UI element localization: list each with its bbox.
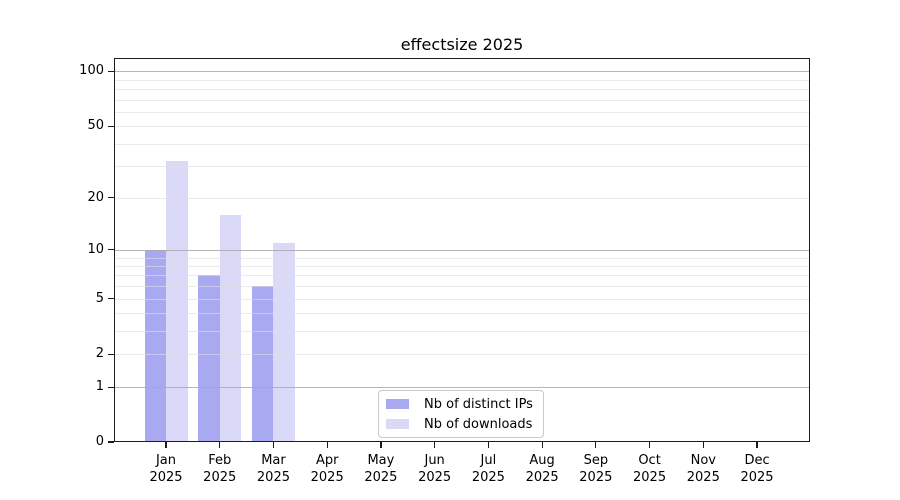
x-tick-mark — [380, 442, 382, 448]
minor-gridline — [115, 257, 809, 259]
x-tick-mark — [272, 442, 275, 448]
legend-swatch-downloads — [386, 419, 409, 429]
x-tick-label: Aug 2025 — [525, 453, 559, 485]
x-tick-mark — [541, 442, 543, 448]
minor-gridline — [115, 88, 809, 90]
minor-gridline — [115, 265, 809, 267]
y-tick-mark — [108, 441, 114, 443]
minor-gridline — [115, 126, 809, 128]
x-tick-label: Oct 2025 — [633, 453, 667, 485]
minor-gridline — [115, 286, 809, 288]
major-gridline — [115, 387, 809, 389]
x-tick-mark — [648, 442, 651, 448]
bar-downloads — [219, 214, 242, 442]
minor-gridline — [115, 354, 809, 356]
y-tick-label: 0 — [95, 434, 104, 449]
x-tick-label: Mar 2025 — [256, 453, 290, 485]
minor-gridline — [115, 143, 809, 145]
y-tick-mark — [108, 125, 114, 127]
x-tick-label: Sep 2025 — [579, 453, 613, 485]
major-gridline — [115, 249, 809, 251]
y-tick-label: 2 — [95, 346, 104, 362]
minor-gridline — [115, 99, 809, 101]
x-tick-mark — [326, 442, 328, 448]
legend-label-downloads: Nb of downloads — [424, 416, 533, 432]
y-tick-label: 10 — [87, 241, 104, 257]
chart-title: effectsize 2025 — [400, 35, 524, 54]
y-tick-mark — [108, 249, 114, 251]
bar-distinct-ips — [251, 286, 274, 442]
bar-distinct-ips — [198, 275, 220, 442]
legend-label-distinct-ips: Nb of distinct IPs — [424, 396, 533, 412]
minor-gridline — [115, 275, 809, 277]
x-tick-mark — [702, 442, 704, 448]
x-tick-mark — [219, 442, 221, 448]
y-tick-label: 5 — [95, 290, 104, 306]
minor-gridline — [115, 79, 809, 81]
minor-gridline — [115, 331, 809, 333]
y-tick-label: 1 — [95, 379, 104, 395]
x-tick-mark — [756, 442, 758, 448]
minor-gridline — [115, 298, 809, 300]
x-tick-label: Nov 2025 — [686, 453, 720, 485]
minor-gridline — [115, 313, 809, 315]
y-tick-label: 50 — [87, 118, 104, 134]
y-tick-mark — [108, 197, 114, 199]
y-tick-mark — [108, 353, 114, 356]
bar-downloads — [166, 161, 188, 442]
x-tick-label: Feb 2025 — [203, 453, 237, 485]
minor-gridline — [115, 111, 809, 113]
y-tick-mark — [108, 70, 114, 72]
x-tick-mark — [165, 442, 167, 448]
x-tick-label: Apr 2025 — [310, 453, 344, 485]
legend-item-distinct-ips: Nb of distinct IPs — [386, 397, 543, 412]
y-tick-label: 20 — [87, 189, 104, 205]
bar-distinct-ips — [144, 249, 166, 442]
legend-item-downloads: Nb of downloads — [386, 417, 543, 432]
legend: Nb of distinct IPs Nb of downloads — [378, 390, 544, 438]
x-tick-label: Jan 2025 — [149, 453, 183, 485]
y-tick-mark — [108, 386, 114, 388]
x-tick-label: Jun 2025 — [418, 453, 452, 485]
minor-gridline — [115, 166, 809, 168]
x-tick-mark — [487, 442, 489, 448]
x-tick-label: Jul 2025 — [471, 453, 505, 485]
bar-downloads — [273, 242, 295, 442]
x-tick-label: May 2025 — [364, 453, 398, 485]
x-tick-mark — [595, 442, 597, 448]
y-tick-mark — [108, 298, 114, 300]
y-tick-label: 100 — [79, 63, 104, 79]
minor-gridline — [115, 197, 809, 199]
x-tick-label: Dec 2025 — [740, 453, 774, 485]
major-gridline — [115, 71, 809, 73]
x-tick-mark — [434, 442, 436, 448]
legend-swatch-distinct-ips — [386, 399, 409, 409]
